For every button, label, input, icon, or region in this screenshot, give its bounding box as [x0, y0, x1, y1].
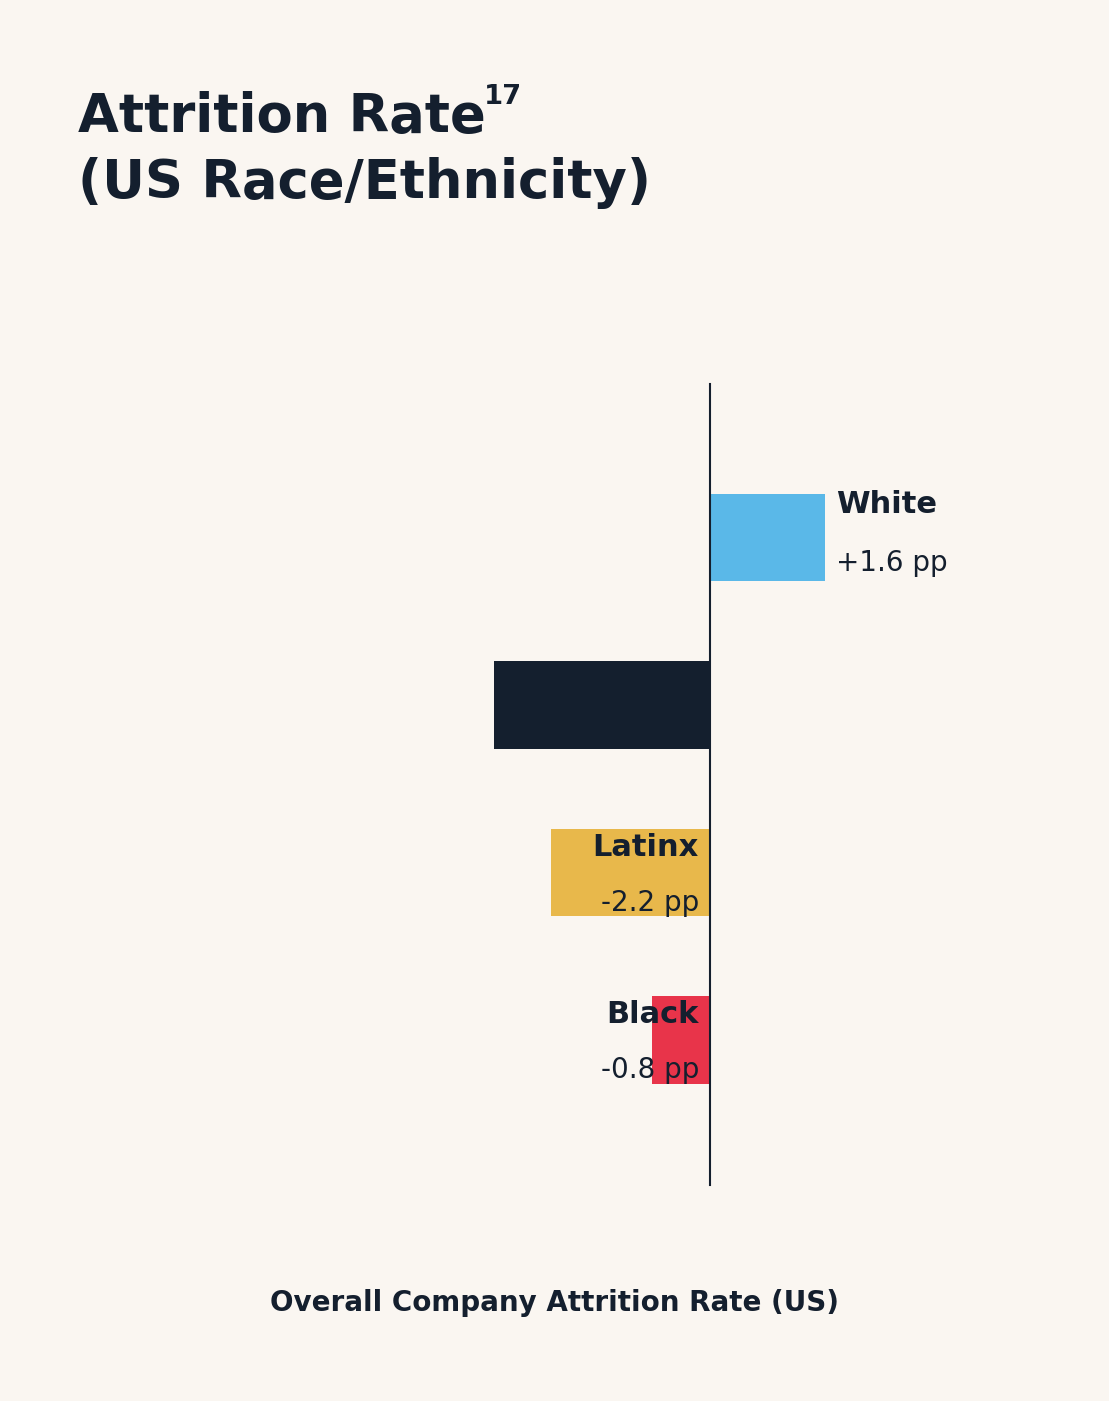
Text: -0.8 pp: -0.8 pp	[601, 1056, 699, 1084]
Text: Asian: Asian	[604, 665, 699, 695]
Text: -3 pp: -3 pp	[627, 722, 699, 750]
Text: Attrition Rate: Attrition Rate	[78, 91, 486, 143]
Text: White: White	[836, 489, 937, 518]
Text: (US Race/Ethnicity): (US Race/Ethnicity)	[78, 157, 651, 209]
Text: +1.6 pp: +1.6 pp	[836, 549, 947, 577]
Text: -2.2 pp: -2.2 pp	[601, 888, 699, 916]
Text: 17: 17	[484, 84, 521, 111]
Bar	[652, 996, 710, 1083]
Text: Latinx: Latinx	[592, 832, 699, 862]
Text: Black: Black	[607, 1000, 699, 1030]
Bar	[494, 661, 710, 748]
Text: Overall Company Attrition Rate (US): Overall Company Attrition Rate (US)	[269, 1289, 840, 1317]
Bar	[710, 495, 825, 581]
Bar	[551, 829, 710, 916]
